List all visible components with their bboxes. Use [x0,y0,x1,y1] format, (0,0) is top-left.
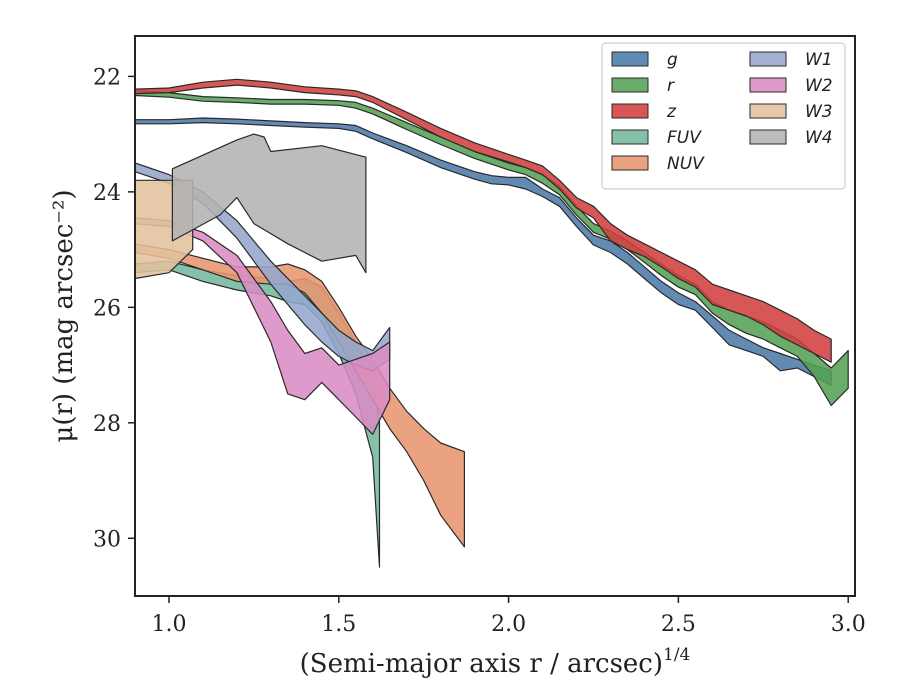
y-axis-label: μ(r) (mag arcsec⁻²) [49,189,79,442]
legend-label-w3: W3 [805,102,833,122]
profile-bands [134,78,849,568]
legend-label-w1: W1 [805,50,833,70]
x-axis-ticks: 1.0 1.5 2.0 2.5 3.0 [151,596,866,637]
legend-label-g: g [667,50,678,70]
legend-swatch-r [611,77,649,93]
legend-label-r: r [667,76,675,96]
legend-label-w4: W4 [805,128,833,148]
y-tick-label: 24 [93,181,121,206]
y-axis-ticks: 22 24 26 28 30 [93,65,135,552]
band-z [134,78,832,363]
x-tick-label: 2.0 [491,612,526,637]
legend-label-fuv: FUV [667,128,702,148]
legend-label-nuv: NUV [667,154,705,174]
band-w2 [134,217,391,435]
legend-swatch-fuv [611,129,649,145]
x-axis-label: (Semi-major axis r / arcsec)1/4 [300,645,691,679]
legend-swatch-g [611,51,649,67]
y-tick-label: 28 [93,412,121,437]
x-tick-label: 1.5 [321,612,356,637]
legend-swatch-w1 [749,51,787,67]
x-tick-label: 2.5 [661,612,696,637]
x-axis-label-main: (Semi-major axis r / arcsec) [300,649,663,679]
y-tick-label: 26 [93,296,121,321]
y-tick-label: 22 [93,65,121,90]
x-tick-label: 1.0 [151,612,186,637]
legend-label-z: z [666,102,677,122]
legend-swatch-w3 [749,103,787,119]
plot-frame [134,35,856,597]
legend-swatch-w4 [749,129,787,145]
y-tick-label: 30 [93,527,121,552]
legend-label-w2: W2 [805,76,833,96]
legend-swatch-z [611,103,649,119]
legend: grz FUV NUV W1 W2 W3 W4 [601,42,846,190]
band-w4 [171,133,367,274]
legend-swatch-nuv [611,155,649,171]
x-axis-label-exponent: 1/4 [663,645,690,665]
x-tick-label: 3.0 [831,612,866,637]
legend-swatch-w2 [749,77,787,93]
